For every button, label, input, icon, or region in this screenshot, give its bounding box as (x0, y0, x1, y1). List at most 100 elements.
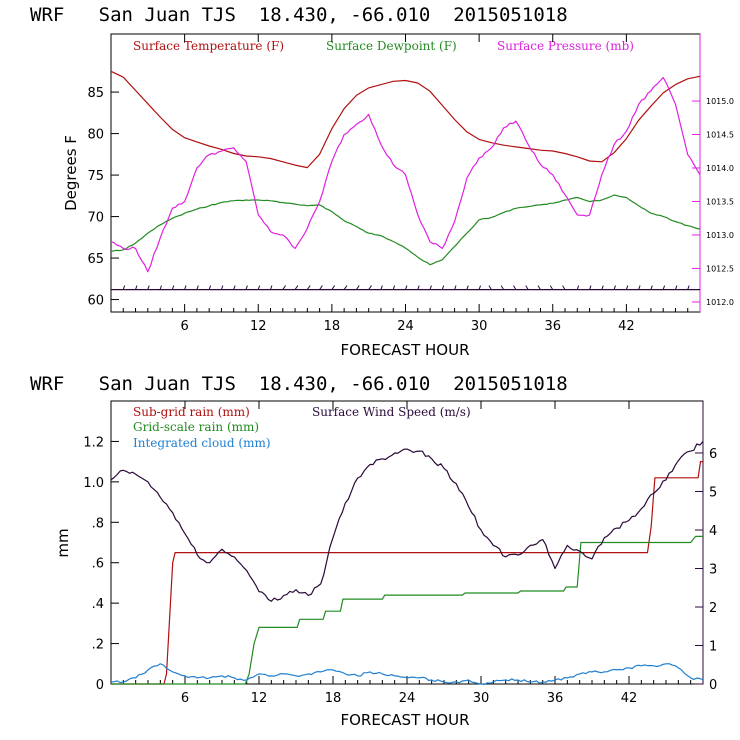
series-line-surface-dewpoint-f (110, 194, 701, 266)
y2-tick-label: 1012.0 (706, 298, 734, 307)
wind-barb (662, 285, 666, 290)
x-tick-label: 6 (181, 691, 189, 706)
y-tick-label: .4 (92, 597, 104, 612)
wind-barb (343, 285, 348, 290)
wind-barb (478, 285, 481, 290)
y-tick-label: 85 (87, 86, 104, 101)
wind-barb (122, 285, 126, 290)
wind-barb (294, 285, 299, 290)
wind-barb (184, 285, 187, 290)
wind-barb (589, 285, 592, 290)
wind-barb (319, 285, 323, 290)
wind-barb (441, 285, 445, 290)
y2-tick-label: 2 (709, 601, 717, 616)
wind-barb (356, 285, 360, 290)
wind-barb (196, 285, 199, 290)
wind-barb (500, 285, 505, 290)
series-line-surface-pressure-mb (110, 76, 701, 273)
wind-barb (513, 285, 517, 290)
y2-tick-label: 1 (709, 639, 717, 654)
bottom-legend-grid-rain: Grid-scale rain (mm) (133, 420, 259, 434)
y-tick-label: 1.2 (83, 435, 104, 450)
wind-barb (674, 285, 678, 290)
y2-tick-label: 1013.0 (706, 231, 734, 240)
bottom-x-axis-label: FORECAST HOUR (340, 711, 469, 729)
top-plot-frame (110, 33, 701, 313)
wind-barb (368, 285, 372, 290)
top-panel: WRF San Juan TJS 18.430, -66.010 2015051… (30, 4, 734, 359)
y2-tick-label: 1014.0 (706, 164, 734, 173)
bottom-legend-wind-speed: Surface Wind Speed (m/s) (312, 405, 471, 419)
y-tick-label: .6 (92, 557, 104, 572)
top-chart-title: WRF San Juan TJS 18.430, -66.010 2015051… (30, 4, 568, 26)
series-line-integrated-cloud-mm (110, 663, 704, 686)
wind-barb (282, 285, 287, 290)
y2-tick-label: 1012.5 (706, 264, 734, 273)
bottom-legend-cloud: Integrated cloud (mm) (133, 436, 271, 450)
wind-barb (245, 285, 248, 290)
top-y-axis-label: Degrees F (62, 135, 80, 211)
y-tick-label: .2 (92, 638, 104, 653)
x-tick-label: 42 (621, 691, 638, 706)
wind-barb (147, 285, 150, 290)
y-tick-label: 70 (87, 211, 104, 226)
top-series-lines (110, 70, 701, 291)
wind-barb (380, 285, 383, 290)
y-tick-label: 60 (87, 294, 104, 309)
x-tick-label: 18 (324, 319, 341, 334)
wind-barb (233, 285, 236, 290)
wind-barb (135, 285, 138, 290)
wind-barb (488, 285, 492, 290)
wind-barb (576, 285, 580, 290)
y-tick-label: 0 (96, 678, 104, 693)
bottom-y-axis-label: mm (54, 528, 72, 557)
wind-barb (208, 285, 212, 290)
wind-barb (429, 285, 432, 290)
bottom-legend-subgrid-rain: Sub-grid rain (mm) (133, 405, 250, 419)
wind-barb (601, 285, 604, 290)
wind-barb (466, 285, 469, 290)
wind-barb (537, 285, 541, 290)
top-legend-dewpoint: Surface Dewpoint (F) (326, 39, 457, 53)
y2-tick-label: 3 (709, 562, 717, 577)
wind-barb (454, 285, 457, 290)
y2-tick-label: 4 (709, 524, 717, 539)
y-tick-label: 1.0 (83, 476, 104, 491)
wind-barb (220, 285, 224, 290)
series-line-surface-temperature-f (110, 70, 701, 169)
top-legend-pressure: Surface Pressure (mb) (497, 39, 634, 53)
x-tick-label: 24 (397, 319, 414, 334)
x-tick-label: 36 (544, 319, 561, 334)
series-line-sub-grid-rain-mm (111, 461, 703, 685)
y-tick-label: .8 (92, 516, 104, 531)
y2-tick-label: 0 (709, 678, 717, 693)
bottom-panel: WRF San Juan TJS 18.430, -66.010 2015051… (30, 373, 717, 729)
wind-barb (270, 285, 273, 290)
x-tick-label: 42 (618, 319, 635, 334)
wind-barb (405, 285, 408, 290)
wind-barb (331, 285, 336, 290)
top-axis-ticks: 6 12 18 24 30 36 42 60 65 70 75 80 85 1012.0 1012.5 101… (87, 34, 734, 334)
series-line-grid-scale-rain-mm (111, 535, 703, 685)
wind-barb (650, 285, 653, 290)
y-tick-label: 65 (87, 252, 104, 267)
wind-barb (625, 285, 629, 290)
x-tick-label: 30 (473, 691, 490, 706)
x-tick-label: 18 (325, 691, 342, 706)
wind-barb (159, 285, 162, 290)
wind-barb (417, 285, 420, 290)
wind-barb (257, 285, 261, 290)
wind-barb (171, 285, 175, 290)
y-tick-label: 80 (87, 128, 104, 143)
x-tick-label: 6 (180, 319, 188, 334)
y-tick-label: 75 (87, 169, 104, 184)
series-line-surface-wind-speed-m-s (110, 441, 704, 602)
wind-barb (306, 285, 311, 290)
y2-tick-label: 1014.5 (706, 130, 734, 139)
y2-tick-label: 1015.0 (706, 97, 734, 106)
wind-barb (549, 285, 554, 290)
x-tick-label: 24 (399, 691, 416, 706)
wind-barb (687, 285, 690, 290)
